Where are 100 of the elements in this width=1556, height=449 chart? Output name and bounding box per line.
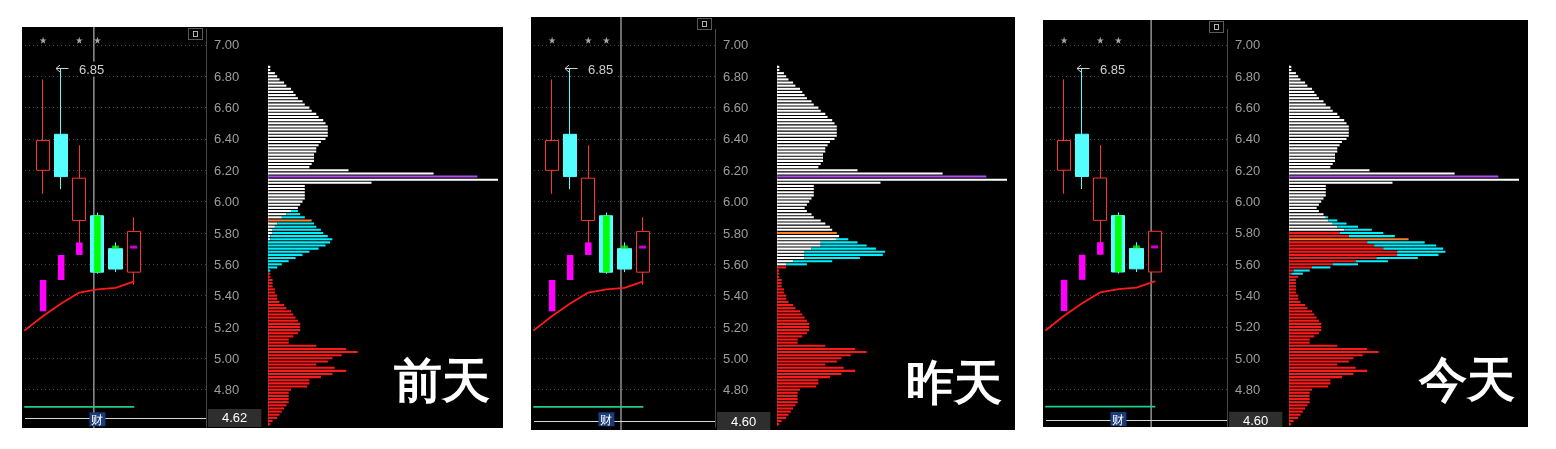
bar bbox=[1289, 122, 1347, 125]
bar bbox=[268, 297, 278, 300]
bar bbox=[268, 266, 278, 269]
bar bbox=[1289, 300, 1301, 303]
bar bbox=[1289, 75, 1299, 78]
bar bbox=[777, 407, 794, 410]
candlestick bbox=[127, 216, 141, 286]
bar bbox=[268, 153, 314, 156]
bar bbox=[268, 119, 324, 122]
bar bbox=[268, 394, 289, 397]
bar bbox=[1060, 279, 1068, 312]
bar bbox=[1289, 219, 1329, 222]
bar bbox=[777, 122, 835, 125]
bar bbox=[268, 144, 319, 147]
bar bbox=[777, 191, 814, 194]
bar bbox=[268, 382, 310, 385]
bar bbox=[268, 90, 294, 93]
bar bbox=[268, 398, 289, 401]
bar bbox=[1289, 385, 1329, 388]
annotation: 6.85 bbox=[588, 61, 614, 77]
candlestick bbox=[54, 67, 68, 190]
bar bbox=[268, 156, 314, 159]
y-tick-label: 5.40 bbox=[1235, 287, 1261, 303]
bar bbox=[777, 253, 805, 256]
bar bbox=[1312, 266, 1331, 269]
bar bbox=[777, 197, 812, 200]
bar bbox=[268, 407, 285, 410]
bar bbox=[1289, 144, 1340, 147]
bar bbox=[268, 288, 275, 291]
bar bbox=[777, 90, 803, 93]
bar bbox=[1289, 313, 1315, 316]
bar bbox=[268, 401, 289, 404]
bar bbox=[777, 294, 787, 297]
bar bbox=[777, 231, 837, 234]
bar bbox=[566, 254, 574, 281]
bar bbox=[777, 235, 840, 238]
annotation: 今天 bbox=[1418, 351, 1515, 407]
bar bbox=[777, 144, 828, 147]
y-tick-label: 5.60 bbox=[214, 256, 240, 272]
bar bbox=[777, 325, 810, 329]
bar bbox=[268, 200, 303, 203]
candlestick bbox=[617, 241, 632, 273]
bar bbox=[268, 410, 282, 413]
bar bbox=[1289, 178, 1519, 181]
bar bbox=[777, 159, 823, 162]
bar bbox=[1289, 175, 1499, 178]
bar bbox=[1289, 125, 1349, 128]
bar bbox=[268, 115, 319, 119]
bar bbox=[268, 162, 312, 166]
bar bbox=[1289, 188, 1326, 191]
x-tick-label: 财 bbox=[1112, 413, 1125, 427]
bar bbox=[1289, 288, 1296, 291]
bar bbox=[1289, 235, 1349, 238]
bar bbox=[268, 122, 326, 125]
bar bbox=[1289, 369, 1368, 372]
bar bbox=[777, 156, 823, 159]
bar bbox=[268, 329, 301, 332]
bar bbox=[777, 150, 826, 153]
ref-line-label: 4.60 bbox=[731, 413, 757, 429]
bar bbox=[777, 72, 784, 75]
bar bbox=[1289, 310, 1312, 313]
bar bbox=[268, 78, 280, 81]
bar bbox=[1289, 332, 1319, 335]
bar bbox=[777, 319, 807, 322]
candlestick bbox=[108, 241, 123, 273]
bar bbox=[777, 100, 812, 103]
bar bbox=[1289, 275, 1299, 278]
bar bbox=[777, 288, 784, 291]
bar bbox=[777, 238, 837, 241]
bar bbox=[268, 316, 296, 319]
bar bbox=[274, 225, 317, 228]
bar bbox=[1289, 106, 1331, 109]
y-tick-label: 6.80 bbox=[1235, 68, 1261, 84]
bar bbox=[777, 307, 796, 310]
bar bbox=[777, 391, 798, 394]
bar bbox=[268, 203, 301, 206]
bar bbox=[1289, 134, 1349, 137]
bar bbox=[1289, 250, 1398, 253]
bar bbox=[1289, 316, 1317, 319]
bar bbox=[1289, 216, 1326, 219]
y-tick-label: 7.00 bbox=[723, 37, 749, 53]
y-tick-label: 5.00 bbox=[214, 350, 240, 366]
bar bbox=[268, 106, 310, 109]
bar bbox=[777, 81, 794, 84]
bar bbox=[777, 75, 787, 78]
y-tick-label: 5.80 bbox=[1235, 225, 1261, 241]
bar bbox=[268, 188, 305, 191]
y-tick-label: 5.40 bbox=[723, 288, 749, 304]
x-tick-label: 财 bbox=[600, 413, 613, 428]
bar bbox=[1097, 242, 1104, 255]
bar bbox=[1289, 351, 1379, 354]
bar bbox=[1289, 394, 1310, 397]
bar bbox=[268, 335, 294, 338]
bar bbox=[268, 294, 278, 297]
y-tick-label: 6.80 bbox=[214, 68, 240, 84]
line-series bbox=[533, 280, 644, 332]
bar bbox=[268, 131, 328, 134]
y-tick-label: 5.20 bbox=[723, 319, 749, 335]
bar bbox=[1289, 84, 1308, 87]
line-series bbox=[24, 280, 135, 332]
